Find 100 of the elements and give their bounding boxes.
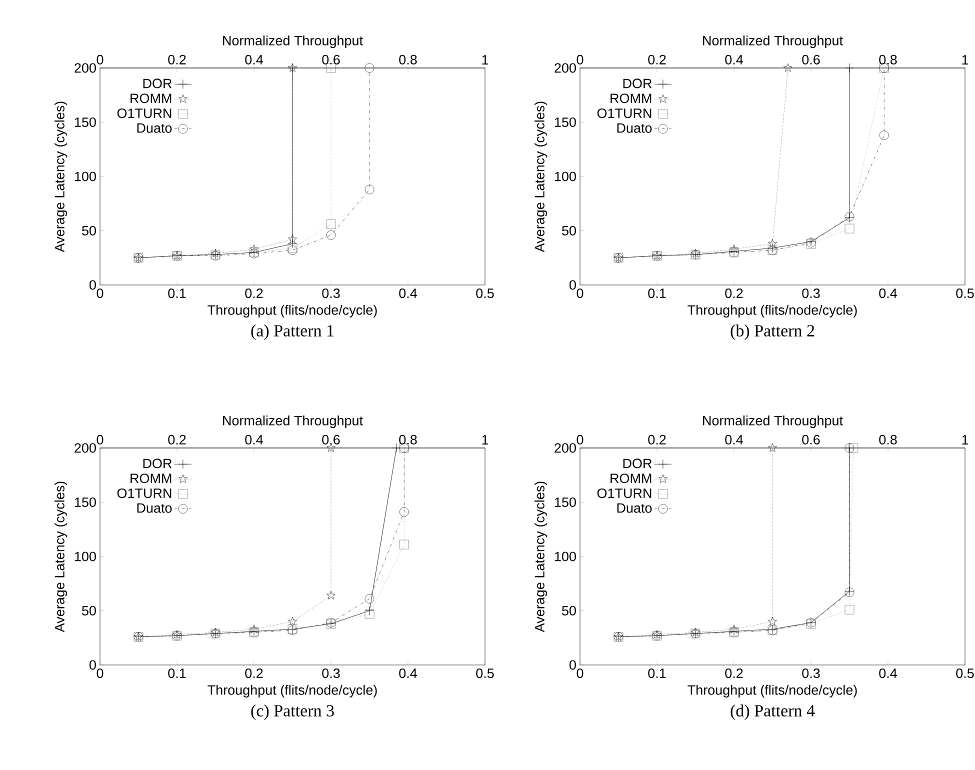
x2-tick-label: 0.2 xyxy=(168,54,186,64)
x-axis-title: Throughput (flits/node/cycle) xyxy=(208,684,377,698)
x2-tick-label: 0.8 xyxy=(879,434,897,444)
x-tick-label: 0.2 xyxy=(725,668,743,678)
x2-tick-label: 0.8 xyxy=(399,54,417,64)
x2-tick-label: 0.6 xyxy=(322,54,340,64)
text: (b) Pattern 2 xyxy=(730,324,814,340)
x-tick-label: 0.4 xyxy=(879,288,897,298)
x-tick-label: 0 xyxy=(576,668,584,678)
y-tick-label: 150 xyxy=(74,497,96,508)
x-axis-title: Throughput (flits/node/cycle) xyxy=(688,684,857,698)
y-axis-title: Average Latency (cycles) xyxy=(534,482,548,632)
x-tick-label: 0 xyxy=(96,288,104,298)
x-tick-label: 0.5 xyxy=(956,288,974,298)
x-tick-label: 0.1 xyxy=(168,668,186,678)
x-tick-label: 0.2 xyxy=(245,668,263,678)
y-axis-title: Average Latency (cycles) xyxy=(534,102,548,252)
x2-tick-label: 0 xyxy=(96,434,104,444)
x2-tick-label: 0 xyxy=(96,54,104,64)
y-tick-label: 50 xyxy=(562,226,576,236)
legend-label: ROMM xyxy=(130,94,172,104)
legend-label: DOR xyxy=(623,78,652,88)
x2-axis-title: Normalized Throughput xyxy=(703,415,843,428)
x2-tick-label: 0.4 xyxy=(725,434,743,444)
x2-tick-label: 0 xyxy=(576,434,584,444)
x2-tick-label: 0 xyxy=(576,54,584,64)
y-tick-label: 150 xyxy=(74,117,96,128)
legend-label: O1TURN xyxy=(117,488,172,498)
y-tick-label: 100 xyxy=(74,172,96,182)
x-tick-label: 0.5 xyxy=(476,288,494,298)
y-tick-label: 50 xyxy=(82,226,96,236)
y-tick-label: 0 xyxy=(570,660,576,670)
x2-axis-title: Normalized Throughput xyxy=(703,35,843,48)
x-tick-label: 0.1 xyxy=(648,668,666,678)
legend-label: Duato xyxy=(617,123,652,133)
x-axis-title: Throughput (flits/node/cycle) xyxy=(208,304,377,318)
x-tick-label: 0.2 xyxy=(245,288,263,298)
x2-tick-label: 0.8 xyxy=(399,434,417,444)
text: (c) Pattern 3 xyxy=(251,704,334,720)
y-tick-label: 0 xyxy=(90,280,96,290)
x2-tick-label: 0.2 xyxy=(168,434,186,444)
legend-label: DOR xyxy=(143,78,172,88)
legend-label: ROMM xyxy=(610,474,652,484)
x2-tick-label: 0.2 xyxy=(648,434,666,444)
y-tick-label: 150 xyxy=(555,117,576,128)
x2-tick-label: 0.6 xyxy=(802,54,820,64)
x-tick-label: 0.4 xyxy=(399,288,417,298)
y-tick-label: 50 xyxy=(562,606,576,616)
y-tick-label: 150 xyxy=(555,497,576,508)
x-tick-label: 0.3 xyxy=(322,288,340,298)
x2-tick-label: 0.6 xyxy=(322,434,340,444)
x2-tick-label: 0.6 xyxy=(802,434,820,444)
y-tick-label: 200 xyxy=(554,63,576,73)
x-tick-label: 0.1 xyxy=(168,288,186,298)
legend-label: O1TURN xyxy=(597,488,652,498)
x2-tick-label: 1 xyxy=(962,435,968,444)
y-tick-label: 0 xyxy=(90,660,96,670)
legend-label: ROMM xyxy=(610,94,652,104)
x-tick-label: 0.5 xyxy=(476,668,494,678)
text: (d) Pattern 4 xyxy=(730,704,815,720)
legend-label: Duato xyxy=(137,503,172,513)
x2-axis-title: Normalized Throughput xyxy=(223,415,363,428)
x2-tick-label: 0.4 xyxy=(245,434,263,444)
x-tick-label: 0.3 xyxy=(802,288,820,298)
x2-axis-title: Normalized Throughput xyxy=(223,35,363,48)
y-axis-title: Average Latency (cycles) xyxy=(54,482,68,632)
x2-tick-label: 0.8 xyxy=(879,54,897,64)
x-tick-label: 0.5 xyxy=(956,668,974,678)
y-tick-label: 50 xyxy=(82,606,96,616)
legend-label: Duato xyxy=(137,123,172,133)
x-axis-title: Throughput (flits/node/cycle) xyxy=(688,304,857,318)
x-tick-label: 0 xyxy=(96,668,104,678)
x2-tick-label: 1 xyxy=(482,435,488,444)
legend-label: O1TURN xyxy=(597,108,652,118)
x2-tick-label: 0.4 xyxy=(245,54,263,64)
x2-tick-label: 0.2 xyxy=(648,54,666,64)
legend-label: Duato xyxy=(617,503,652,513)
legend-label: DOR xyxy=(143,458,172,468)
y-tick-label: 200 xyxy=(74,63,96,73)
y-tick-label: 100 xyxy=(555,172,576,182)
legend-label: ROMM xyxy=(130,474,172,484)
text: (a) Pattern 1 xyxy=(251,324,334,340)
y-tick-label: 100 xyxy=(74,552,96,562)
x-tick-label: 0.3 xyxy=(322,668,340,678)
x-tick-label: 0.3 xyxy=(802,668,820,678)
y-axis-title: Average Latency (cycles) xyxy=(54,102,68,252)
legend-label: O1TURN xyxy=(117,108,172,118)
x-tick-label: 0.4 xyxy=(879,668,897,678)
y-tick-label: 200 xyxy=(74,443,96,453)
x2-tick-label: 1 xyxy=(482,55,488,64)
y-tick-label: 200 xyxy=(554,443,576,453)
x-tick-label: 0.4 xyxy=(399,668,417,678)
x2-tick-label: 0.4 xyxy=(725,54,743,64)
y-tick-label: 100 xyxy=(555,552,576,562)
x-tick-label: 0.1 xyxy=(648,288,666,298)
legend-label: DOR xyxy=(623,458,652,468)
x2-tick-label: 1 xyxy=(962,55,968,64)
x-tick-label: 0.2 xyxy=(725,288,743,298)
x-tick-label: 0 xyxy=(576,288,584,298)
y-tick-label: 0 xyxy=(570,280,576,290)
